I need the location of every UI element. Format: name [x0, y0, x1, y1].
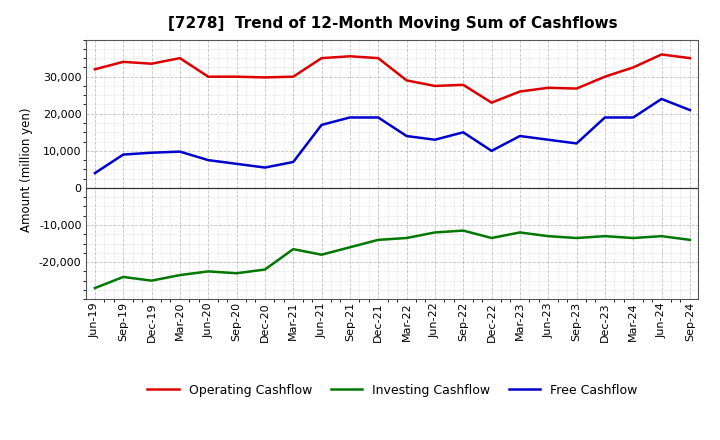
Free Cashflow	[402, 133, 411, 139]
Operating Cashflow	[431, 83, 439, 88]
Investing Cashflow	[487, 235, 496, 241]
Operating Cashflow	[261, 75, 269, 80]
Investing Cashflow	[318, 252, 326, 257]
Investing Cashflow	[629, 235, 637, 241]
Investing Cashflow	[374, 237, 382, 242]
Free Cashflow	[629, 115, 637, 120]
Free Cashflow	[572, 141, 581, 146]
Investing Cashflow	[148, 278, 156, 283]
Investing Cashflow	[233, 271, 241, 276]
Legend: Operating Cashflow, Investing Cashflow, Free Cashflow: Operating Cashflow, Investing Cashflow, …	[143, 379, 642, 402]
Operating Cashflow	[600, 74, 609, 79]
Free Cashflow	[685, 107, 694, 113]
Investing Cashflow	[685, 237, 694, 242]
Operating Cashflow	[459, 82, 467, 88]
Line: Operating Cashflow: Operating Cashflow	[95, 55, 690, 103]
Line: Free Cashflow: Free Cashflow	[95, 99, 690, 173]
Operating Cashflow	[657, 52, 666, 57]
Investing Cashflow	[346, 245, 354, 250]
Operating Cashflow	[91, 66, 99, 72]
Operating Cashflow	[402, 78, 411, 83]
Free Cashflow	[374, 115, 382, 120]
Operating Cashflow	[346, 54, 354, 59]
Free Cashflow	[516, 133, 524, 139]
Operating Cashflow	[233, 74, 241, 79]
Free Cashflow	[261, 165, 269, 170]
Free Cashflow	[233, 161, 241, 166]
Free Cashflow	[148, 150, 156, 155]
Investing Cashflow	[600, 234, 609, 239]
Operating Cashflow	[572, 86, 581, 91]
Investing Cashflow	[289, 246, 297, 252]
Operating Cashflow	[119, 59, 127, 65]
Free Cashflow	[346, 115, 354, 120]
Line: Investing Cashflow: Investing Cashflow	[95, 231, 690, 288]
Free Cashflow	[657, 96, 666, 102]
Free Cashflow	[544, 137, 552, 143]
Free Cashflow	[431, 137, 439, 143]
Free Cashflow	[487, 148, 496, 154]
Operating Cashflow	[374, 55, 382, 61]
Operating Cashflow	[148, 61, 156, 66]
Free Cashflow	[176, 149, 184, 154]
Operating Cashflow	[318, 55, 326, 61]
Investing Cashflow	[657, 234, 666, 239]
Investing Cashflow	[261, 267, 269, 272]
Y-axis label: Amount (million yen): Amount (million yen)	[20, 107, 33, 231]
Operating Cashflow	[487, 100, 496, 105]
Investing Cashflow	[91, 286, 99, 291]
Operating Cashflow	[685, 55, 694, 61]
Operating Cashflow	[204, 74, 212, 79]
Operating Cashflow	[176, 55, 184, 61]
Investing Cashflow	[204, 269, 212, 274]
Investing Cashflow	[516, 230, 524, 235]
Investing Cashflow	[431, 230, 439, 235]
Free Cashflow	[289, 159, 297, 165]
Free Cashflow	[318, 122, 326, 128]
Investing Cashflow	[119, 274, 127, 279]
Investing Cashflow	[459, 228, 467, 233]
Investing Cashflow	[572, 235, 581, 241]
Operating Cashflow	[629, 65, 637, 70]
Free Cashflow	[91, 170, 99, 176]
Free Cashflow	[459, 130, 467, 135]
Investing Cashflow	[176, 272, 184, 278]
Free Cashflow	[119, 152, 127, 157]
Investing Cashflow	[544, 234, 552, 239]
Title: [7278]  Trend of 12-Month Moving Sum of Cashflows: [7278] Trend of 12-Month Moving Sum of C…	[168, 16, 617, 32]
Operating Cashflow	[544, 85, 552, 91]
Investing Cashflow	[402, 235, 411, 241]
Free Cashflow	[204, 158, 212, 163]
Operating Cashflow	[289, 74, 297, 79]
Operating Cashflow	[516, 89, 524, 94]
Free Cashflow	[600, 115, 609, 120]
